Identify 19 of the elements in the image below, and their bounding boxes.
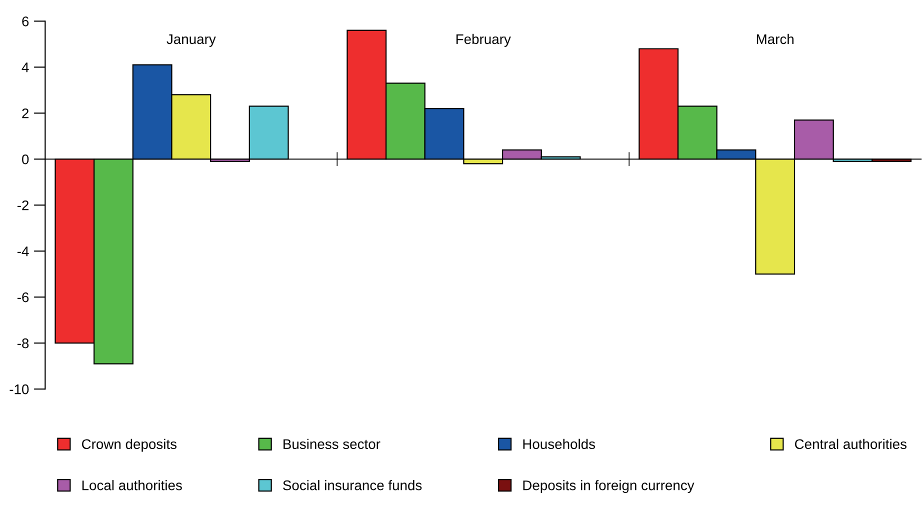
y-tick-label: -8	[17, 338, 29, 348]
legend-label: Deposits in foreign currency	[523, 480, 694, 494]
y-tick-label: -4	[17, 246, 29, 256]
legend-label: Local authorities	[82, 480, 182, 490]
y-tick-label: -10	[10, 384, 29, 394]
x-tick-label: January	[166, 34, 216, 47]
legend-label: Central authorities	[795, 438, 907, 450]
y-tick-label: 6	[22, 16, 29, 26]
legend-label: Crown deposits	[82, 438, 177, 452]
y-tick-label: 2	[22, 108, 29, 118]
legend-label: Business sector	[284, 438, 380, 450]
x-tick-label: February	[456, 34, 511, 47]
x-tick-label: March	[756, 34, 794, 44]
y-tick-label: -6	[17, 292, 29, 302]
y-tick-label: 4	[22, 62, 29, 72]
y-tick-label: 0	[22, 154, 29, 164]
legend-label: Social insurance funds	[283, 480, 422, 490]
y-tick-label: -2	[17, 200, 29, 210]
legend-label: Households	[523, 438, 596, 450]
